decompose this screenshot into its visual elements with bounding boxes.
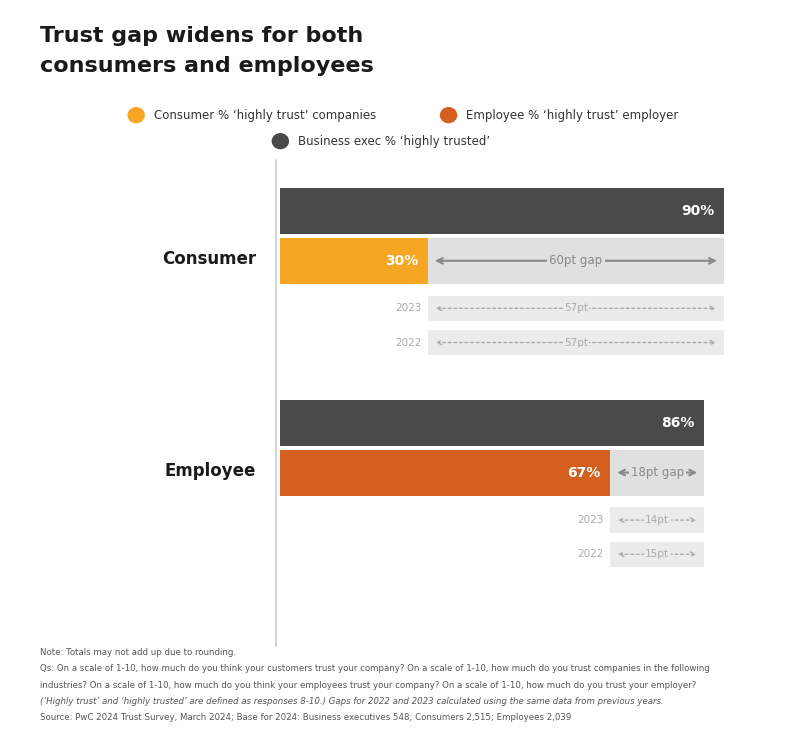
Text: 57pt: 57pt [564,337,588,348]
Circle shape [128,108,144,123]
Text: 57pt: 57pt [564,303,588,314]
Text: Note: Totals may not add up due to rounding.: Note: Totals may not add up due to round… [40,648,236,657]
Text: 30%: 30% [385,254,418,267]
Text: 2022: 2022 [578,549,604,559]
Text: Employee: Employee [165,461,256,480]
Text: 2022: 2022 [396,337,421,348]
Text: 90%: 90% [681,204,714,218]
Text: 18pt gap: 18pt gap [630,466,684,479]
Text: Employee % ‘highly trust’ employer: Employee % ‘highly trust’ employer [466,108,678,122]
Text: 2023: 2023 [396,303,421,314]
Bar [280,238,428,284]
Bar [280,188,724,234]
Text: 15pt: 15pt [645,549,669,559]
Text: (‘Highly trust’ and ‘highly trusted’ are defined as responses 8-10.) Gaps for 20: (‘Highly trust’ and ‘highly trusted’ are… [40,697,664,706]
Bar [610,450,704,496]
Text: Trust gap widens for both: Trust gap widens for both [40,26,364,46]
Bar [610,507,704,533]
Bar [428,330,724,355]
Bar [428,296,724,321]
Text: Source: PwC 2024 Trust Survey, March 2024; Base for 2024: Business executives 54: Source: PwC 2024 Trust Survey, March 202… [40,713,571,722]
Text: 86%: 86% [661,416,694,429]
Bar [428,238,724,284]
Text: 2023: 2023 [578,515,604,525]
Text: 14pt: 14pt [645,515,669,525]
Text: Consumer: Consumer [162,250,256,268]
Text: consumers and employees: consumers and employees [40,56,374,76]
Text: 67%: 67% [568,466,601,479]
Text: Qs: On a scale of 1-10, how much do you think your customers trust your company?: Qs: On a scale of 1-10, how much do you … [40,664,710,673]
Bar [280,400,704,446]
Bar [610,542,704,567]
Circle shape [272,134,288,149]
Text: Business exec % ‘highly trusted’: Business exec % ‘highly trusted’ [298,134,490,148]
Bar [280,450,610,496]
Text: industries? On a scale of 1-10, how much do you think your employees trust your : industries? On a scale of 1-10, how much… [40,681,696,690]
Circle shape [441,108,457,123]
Text: 60pt gap: 60pt gap [549,254,602,267]
Text: Consumer % ‘highly trust’ companies: Consumer % ‘highly trust’ companies [154,108,376,122]
